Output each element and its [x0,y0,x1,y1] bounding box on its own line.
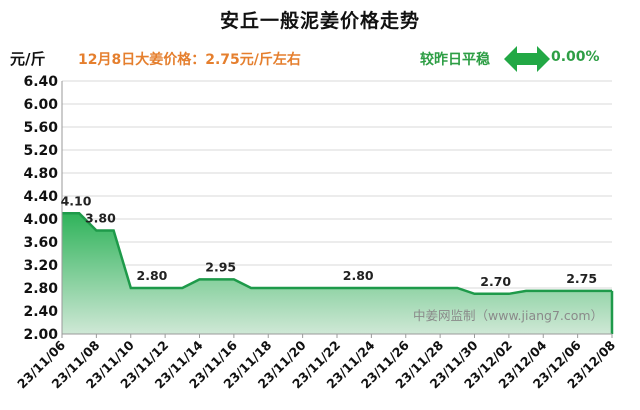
data-label: 2.70 [480,274,511,289]
y-tick-label: 3.20 [23,258,58,274]
data-label: 4.10 [61,193,92,208]
data-labels: 4.10 3.80 2.80 2.95 2.80 2.70 2.75 [61,193,597,289]
compare-label: 较昨日平稳 [420,52,490,68]
area-fill [62,213,612,334]
watermark: 中姜网监制（www.jiang7.com） [413,308,603,323]
price-note: 12月8日大姜价格：2.75元/斤左右 [78,52,301,68]
y-axis: 2.00 2.40 2.80 3.20 3.60 4.00 4.40 4.80 5.20 5.60… [23,74,63,343]
y-tick-label: 6.00 [23,97,58,113]
y-tick-label: 4.00 [23,212,58,228]
y-tick-label: 5.20 [23,143,58,159]
y-tick-label: 2.80 [23,281,58,297]
compare-value: 0.00% [551,49,600,65]
data-label: 2.80 [343,268,374,283]
data-label: 2.80 [137,268,168,283]
y-tick-label: 5.60 [23,120,58,136]
data-label: 3.80 [85,211,116,226]
data-label: 2.75 [566,271,597,286]
y-tick-label: 4.80 [23,166,58,182]
chart-title: 安丘一般泥姜价格走势 [219,10,420,32]
double-arrow-icon [504,46,550,72]
y-tick-label: 6.40 [23,74,58,90]
data-label: 2.95 [205,259,236,274]
y-unit-label: 元/斤 [10,50,46,68]
y-tick-label: 4.40 [23,189,58,205]
y-tick-label: 2.00 [23,327,58,343]
y-tick-label: 2.40 [23,304,58,320]
y-tick-label: 3.60 [23,235,58,251]
x-axis: 23/11/0623/11/0823/11/1023/11/1223/11/14… [14,334,618,391]
